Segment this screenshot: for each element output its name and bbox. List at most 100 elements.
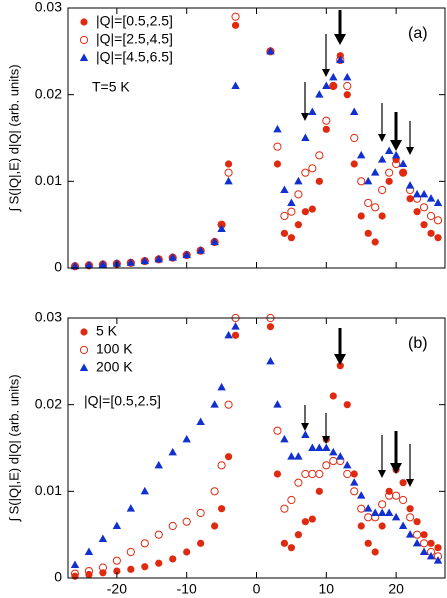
- point: [392, 159, 401, 169]
- point: [182, 517, 191, 526]
- triangle-point: [266, 356, 275, 365]
- point: [224, 400, 233, 409]
- point: [343, 469, 352, 479]
- triangle-point: [426, 551, 436, 560]
- x-tick-label: 10: [319, 581, 335, 597]
- triangle-point: [336, 452, 345, 460]
- triangle-point: [126, 504, 136, 512]
- point: [301, 208, 309, 216]
- y-tick-label: 0.03: [35, 309, 62, 325]
- triangle-point: [287, 452, 296, 460]
- legend-label: 100 K: [96, 341, 133, 357]
- point: [357, 522, 365, 530]
- triangle-point: [168, 253, 177, 261]
- triangle-point: [294, 176, 303, 185]
- arrow-head: [406, 147, 414, 155]
- point: [294, 531, 302, 539]
- point: [197, 539, 205, 547]
- triangle-point: [391, 512, 401, 521]
- triangle-point: [126, 258, 136, 266]
- series: [70, 46, 443, 270]
- triangle-point: [405, 530, 415, 538]
- triangle-point: [280, 434, 289, 443]
- point: [378, 185, 387, 195]
- triangle-point: [426, 194, 436, 202]
- point: [98, 563, 108, 572]
- point: [294, 221, 302, 229]
- x-tick-label: 20: [388, 581, 404, 597]
- legend-marker: [79, 363, 89, 371]
- triangle-point: [280, 185, 289, 193]
- note: T=5 K: [92, 79, 130, 95]
- note: |Q|=[0.5,2.5]: [84, 393, 161, 409]
- point: [392, 491, 401, 500]
- point: [434, 234, 442, 242]
- point: [113, 567, 121, 575]
- point: [231, 21, 240, 29]
- point: [420, 221, 428, 229]
- point: [273, 142, 282, 151]
- point: [406, 195, 414, 203]
- point: [211, 522, 219, 530]
- point: [315, 487, 323, 495]
- series: [70, 322, 443, 568]
- panel: 0 0.01 0.02 0.03 ∫ S(|Q|,E) d|Q| (arb. units…: [6, 0, 446, 275]
- triangle-point: [412, 538, 422, 547]
- triangle-point: [98, 260, 108, 268]
- triangle-point: [140, 256, 149, 265]
- point: [154, 530, 163, 539]
- triangle-point: [384, 146, 394, 154]
- triangle-point: [433, 198, 443, 206]
- triangle-point: [419, 189, 429, 198]
- point: [336, 362, 344, 370]
- arrow-head: [301, 423, 309, 431]
- triangle-point: [384, 508, 394, 516]
- y-tick-label: 0.03: [35, 0, 62, 15]
- triangle-point: [231, 81, 240, 89]
- triangle-point: [112, 521, 122, 529]
- point: [378, 522, 386, 530]
- triangle-point: [217, 224, 226, 232]
- y-tick-label: 0: [54, 569, 62, 585]
- point: [294, 190, 303, 199]
- point: [308, 469, 317, 479]
- point: [224, 168, 233, 177]
- arrow-head: [378, 470, 386, 478]
- triangle-point: [364, 176, 373, 185]
- point: [350, 160, 358, 168]
- point: [210, 487, 219, 496]
- point: [420, 531, 428, 539]
- point: [301, 168, 310, 177]
- triangle-point: [273, 124, 282, 133]
- arrow-head: [322, 69, 330, 77]
- point: [385, 487, 393, 495]
- panel-label: (b): [408, 335, 428, 352]
- point: [405, 513, 415, 522]
- point: [273, 470, 282, 478]
- arrow-head: [322, 436, 330, 444]
- point: [350, 487, 359, 496]
- y-tick-label: 0: [54, 259, 62, 275]
- point: [127, 565, 135, 573]
- point: [329, 392, 337, 400]
- point: [378, 212, 386, 220]
- point: [280, 504, 289, 513]
- point: [419, 539, 429, 548]
- triangle-point: [370, 168, 380, 176]
- triangle-point: [315, 443, 324, 451]
- point: [434, 544, 442, 552]
- point: [301, 518, 309, 526]
- point: [183, 548, 191, 556]
- point: [112, 556, 121, 565]
- point: [343, 401, 351, 409]
- point: [280, 539, 289, 547]
- point: [196, 508, 205, 518]
- triangle-point: [322, 443, 331, 451]
- point: [427, 229, 435, 237]
- legend-label: 200 K: [96, 359, 133, 375]
- point: [427, 539, 435, 547]
- triangle-point: [210, 237, 219, 245]
- point: [350, 133, 359, 143]
- point: [364, 198, 373, 208]
- triangle-point: [182, 434, 191, 443]
